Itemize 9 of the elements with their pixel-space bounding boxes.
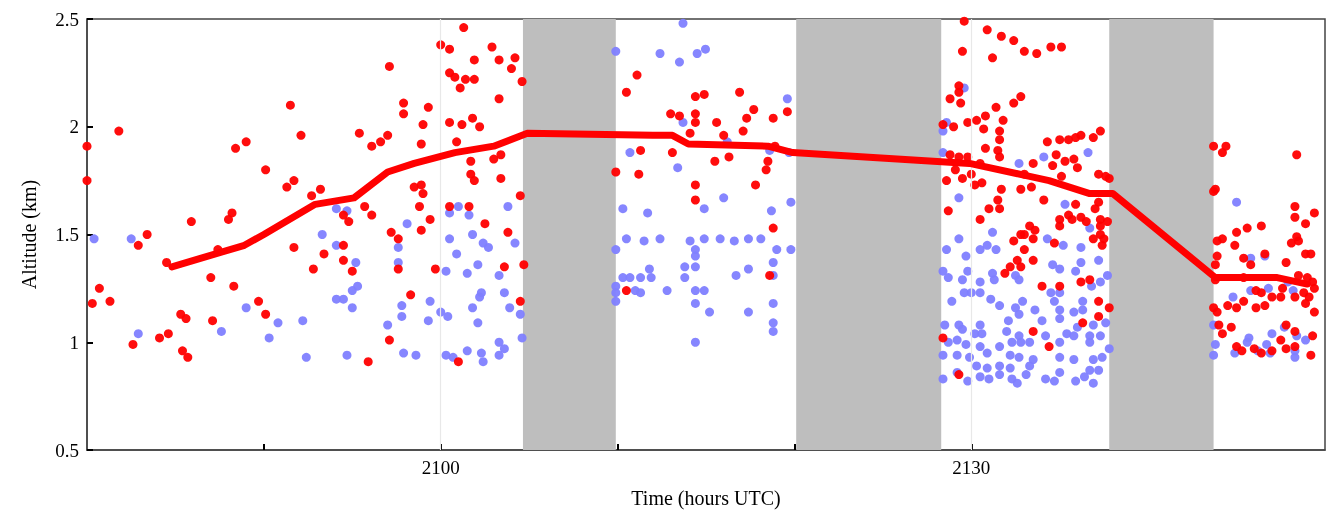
x-axis-title: Time (hours UTC): [631, 487, 781, 510]
y-tick-label: 1.5: [55, 224, 79, 245]
y-tick-label: 2: [69, 116, 79, 138]
x-tick-label: 2130: [952, 457, 991, 478]
x-tick-label: 2100: [421, 457, 460, 478]
y-tick-label: 2.5: [55, 8, 79, 30]
y-axis-title: Altitude (km): [18, 179, 41, 290]
y-tick-label: 0.5: [55, 439, 79, 461]
y-tick-label: 1: [69, 331, 79, 353]
